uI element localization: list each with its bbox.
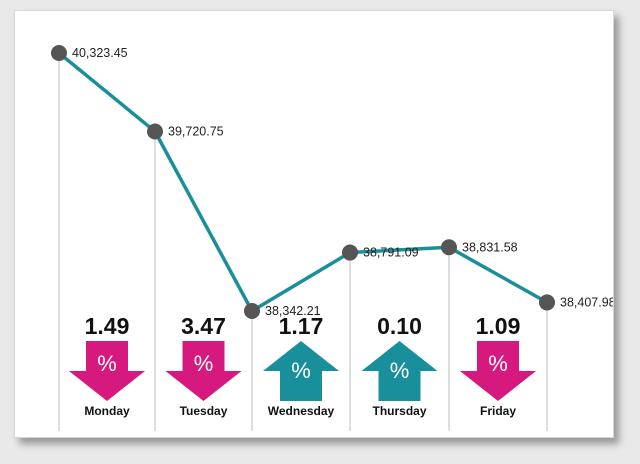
daily-changes: 1.49% Monday 3.47% Tuesday 1.17% Wednesday 0.1… (69, 313, 536, 418)
up-arrow-icon (361, 341, 438, 401)
data-point (441, 239, 457, 256)
day-label: Monday (84, 404, 130, 418)
point-value-label: 38,407.98 (560, 295, 613, 309)
data-point (539, 294, 555, 311)
data-point (342, 244, 358, 261)
point-value-label: 38,831.58 (462, 240, 518, 254)
change-percent-label: 0.10 (377, 313, 422, 339)
vertical-guides (58, 53, 548, 431)
point-value-label: 38,791.09 (363, 246, 419, 260)
change-percent-label: 1.09 (476, 313, 521, 339)
point-value-label: 39,720.75 (168, 124, 224, 138)
index-series-line (57, 51, 548, 313)
index-line-chart: 40,323.45 39,720.75 38,342.21 38,791.09 38,8… (51, 45, 613, 431)
data-point (51, 45, 67, 61)
chart-card: 40,323.45 39,720.75 38,342.21 38,791.09 38,8… (14, 10, 614, 438)
change-percent-label: 1.49 (85, 313, 130, 339)
down-arrow-icon (165, 341, 242, 401)
data-points: 40,323.45 39,720.75 38,342.21 38,791.09 38,8… (51, 45, 613, 319)
day-label: Friday (480, 404, 516, 418)
data-point (147, 123, 163, 140)
percent-symbol: % (291, 358, 311, 383)
percent-symbol: % (390, 358, 410, 383)
day-label: Wednesday (268, 404, 335, 418)
point-value-label: 38,342.21 (265, 304, 321, 318)
up-arrow-icon (263, 341, 339, 401)
point-value-label: 40,323.45 (72, 46, 128, 60)
down-arrow-icon (69, 341, 145, 401)
data-point (244, 303, 260, 319)
percent-symbol: % (97, 351, 117, 376)
day-label: Thursday (372, 404, 426, 418)
day-label: Tuesday (180, 404, 228, 418)
percent-symbol: % (194, 351, 214, 376)
change-percent-label: 1.17 (279, 313, 324, 339)
change-percent-label: 3.47 (181, 313, 226, 339)
percent-symbol: % (488, 351, 508, 376)
down-arrow-icon (460, 341, 536, 401)
